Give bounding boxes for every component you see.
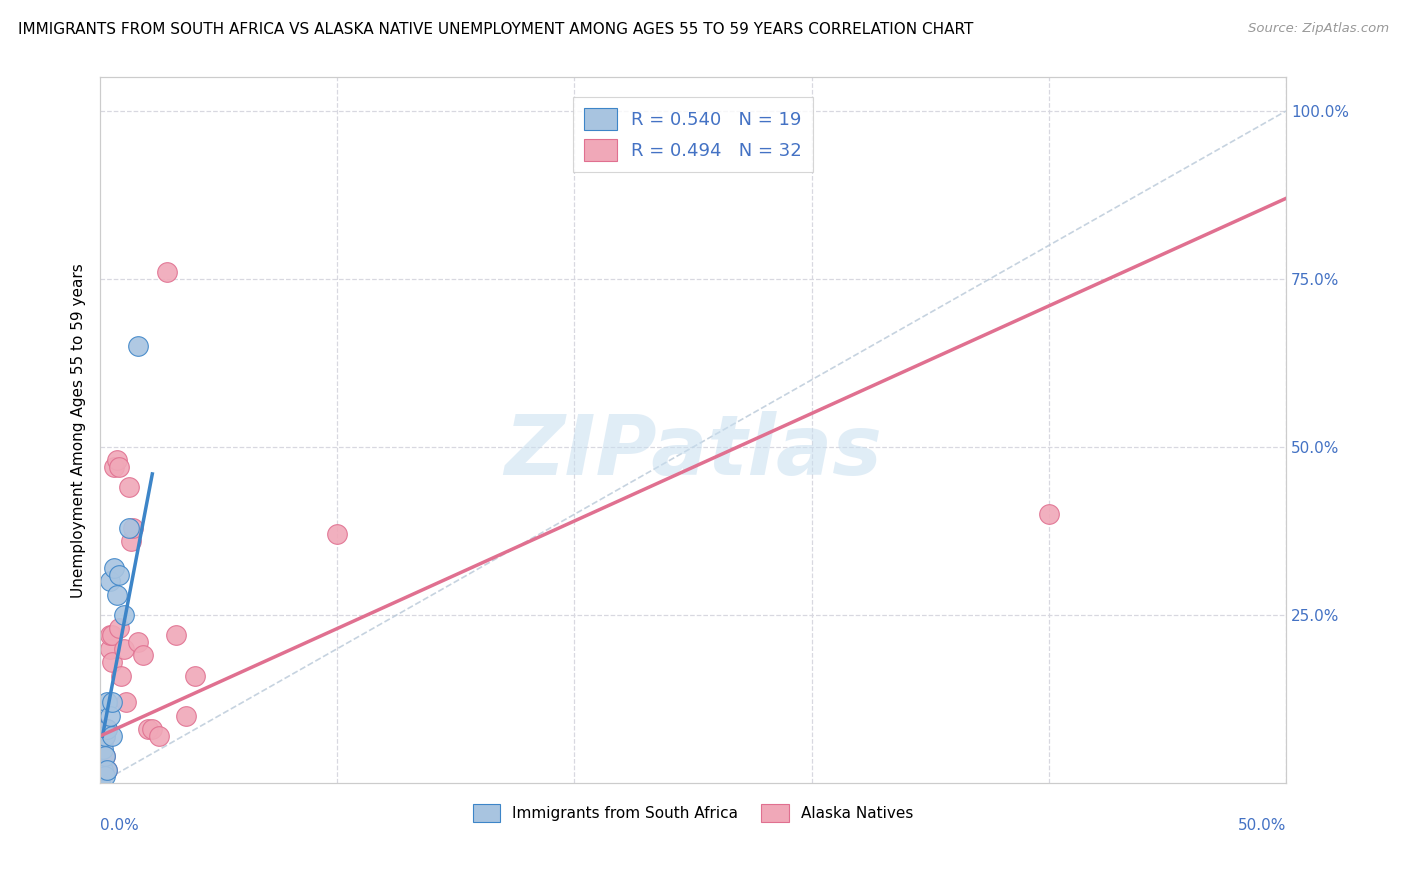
Point: [112, 608, 135, 623]
Point: [132, 648, 155, 663]
Point: [101, 729, 124, 743]
Point: [174, 709, 197, 723]
Point: [112, 641, 135, 656]
Point: [105, 453, 128, 467]
Point: [91, 742, 114, 756]
Point: [136, 723, 159, 737]
Point: [96, 763, 118, 777]
Point: [326, 527, 349, 541]
Point: [94, 749, 117, 764]
Point: [89, 723, 111, 737]
Point: [105, 588, 128, 602]
Point: [184, 668, 207, 682]
Point: [91, 756, 114, 770]
Point: [110, 668, 132, 682]
Text: 0.0%: 0.0%: [100, 818, 139, 833]
Point: [94, 749, 117, 764]
Point: [94, 729, 117, 743]
Point: [148, 729, 170, 743]
Point: [108, 567, 131, 582]
Point: [96, 763, 118, 777]
Point: [141, 723, 163, 737]
Point: [91, 736, 114, 750]
Point: [89, 776, 111, 790]
Point: [120, 534, 142, 549]
Point: [155, 265, 177, 279]
Legend: Immigrants from South Africa, Alaska Natives: Immigrants from South Africa, Alaska Nat…: [467, 797, 920, 829]
Text: ZIPatlas: ZIPatlas: [505, 411, 882, 491]
Point: [127, 635, 149, 649]
Point: [108, 460, 131, 475]
Point: [96, 723, 118, 737]
Point: [101, 655, 124, 669]
Point: [115, 695, 138, 709]
Point: [103, 460, 125, 475]
Text: 50.0%: 50.0%: [1237, 818, 1286, 833]
Point: [91, 763, 114, 777]
Point: [94, 729, 117, 743]
Point: [94, 769, 117, 783]
Point: [108, 622, 131, 636]
Point: [98, 628, 121, 642]
Point: [103, 561, 125, 575]
Point: [165, 628, 187, 642]
Point: [96, 695, 118, 709]
Y-axis label: Unemployment Among Ages 55 to 59 years: Unemployment Among Ages 55 to 59 years: [72, 263, 86, 598]
Point: [98, 709, 121, 723]
Point: [117, 480, 139, 494]
Point: [96, 723, 118, 737]
Point: [117, 521, 139, 535]
Point: [98, 574, 121, 589]
Point: [98, 641, 121, 656]
Point: [127, 339, 149, 353]
Text: IMMIGRANTS FROM SOUTH AFRICA VS ALASKA NATIVE UNEMPLOYMENT AMONG AGES 55 TO 59 Y: IMMIGRANTS FROM SOUTH AFRICA VS ALASKA N…: [18, 22, 973, 37]
Point: [122, 521, 145, 535]
Text: Source: ZipAtlas.com: Source: ZipAtlas.com: [1249, 22, 1389, 36]
Point: [1038, 508, 1060, 522]
Point: [101, 695, 124, 709]
Point: [101, 628, 124, 642]
